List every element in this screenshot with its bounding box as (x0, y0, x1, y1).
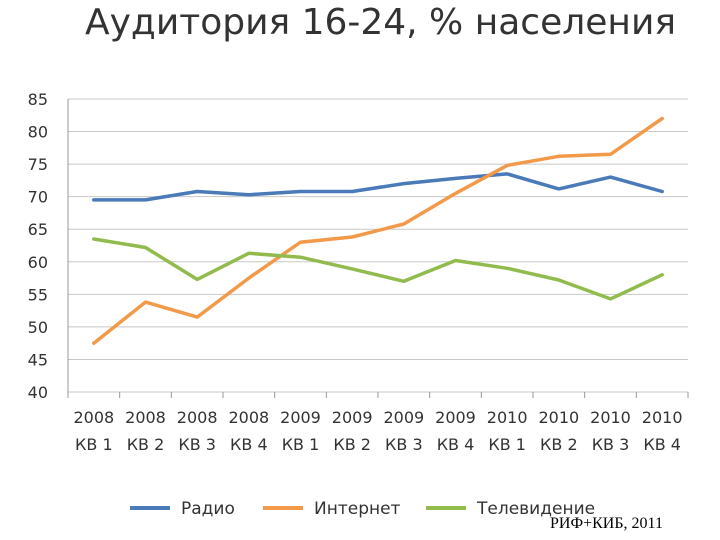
x-tick-quarter: КВ 3 (178, 435, 216, 454)
y-tick-label: 40 (28, 383, 48, 402)
legend: Радио Интернет Телевидение (130, 499, 595, 519)
x-tick-quarter: КВ 1 (282, 435, 320, 454)
legend-label: Телевидение (476, 499, 595, 519)
x-tick-quarter: КВ 1 (488, 435, 526, 454)
y-tick-label: 75 (28, 155, 48, 174)
x-tick-quarter: КВ 2 (127, 435, 165, 454)
legend-label: Радио (181, 499, 235, 519)
chart-title: Аудитория 16-24, % населения (85, 2, 676, 43)
y-tick-label: 55 (28, 285, 48, 304)
x-tick-quarter: КВ 4 (643, 435, 681, 454)
y-tick-label: 45 (28, 350, 48, 369)
y-axis: 85 80 75 70 65 60 55 50 45 40 (28, 90, 69, 402)
x-tick-year: 2008 (177, 408, 218, 427)
series-line-2 (92, 116, 664, 345)
x-tick-year: 2010 (487, 408, 528, 427)
x-tick-year: 2008 (73, 408, 114, 427)
x-tick-quarter: КВ 1 (75, 435, 113, 454)
x-tick-year: 2008 (228, 408, 269, 427)
gridlines (68, 98, 688, 393)
series-lines (92, 116, 664, 345)
x-tick-year: 2010 (538, 408, 579, 427)
y-tick-label: 60 (28, 253, 48, 272)
x-tick-quarter: КВ 2 (540, 435, 578, 454)
x-tick-year: 2010 (590, 408, 631, 427)
source-caption: РИФ+КИБ, 2011 (550, 515, 663, 532)
x-tick-year: 2008 (125, 408, 166, 427)
x-tick-year: 2009 (280, 408, 321, 427)
x-tick-quarter: КВ 4 (437, 435, 475, 454)
y-tick-label: 65 (28, 220, 48, 239)
y-tick-label: 85 (28, 90, 48, 109)
series-line-1 (92, 172, 664, 202)
x-tick-year: 2009 (435, 408, 476, 427)
y-tick-label: 80 (28, 123, 48, 142)
x-tick-year: 2009 (332, 408, 373, 427)
x-tick-quarter: КВ 4 (230, 435, 268, 454)
x-tick-quarter: КВ 2 (333, 435, 371, 454)
y-tick-label: 50 (28, 318, 48, 337)
x-tick-year: 2010 (642, 408, 683, 427)
x-tick-year: 2009 (383, 408, 424, 427)
x-axis: 2008 КВ 1 2008 КВ 2 2008 КВ 3 2008 КВ 4 2009 КВ 1… (67, 392, 689, 454)
series-line-3 (92, 237, 664, 301)
x-tick-quarter: КВ 3 (592, 435, 630, 454)
y-tick-label: 70 (28, 188, 48, 207)
legend-label: Интернет (314, 499, 401, 519)
x-tick-quarter: КВ 3 (385, 435, 423, 454)
